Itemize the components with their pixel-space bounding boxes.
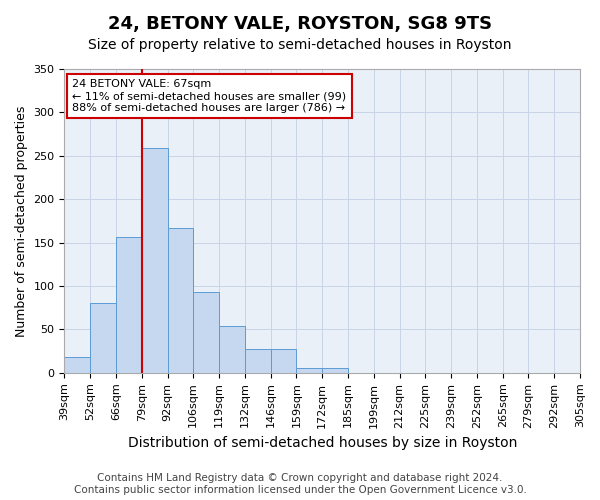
Bar [219, 326, 245, 373]
Text: Contains HM Land Registry data © Crown copyright and database right 2024.
Contai: Contains HM Land Registry data © Crown c… [74, 474, 526, 495]
Bar [142, 148, 167, 373]
Bar [322, 368, 348, 373]
X-axis label: Distribution of semi-detached houses by size in Royston: Distribution of semi-detached houses by … [128, 436, 517, 450]
Bar [90, 304, 116, 373]
Bar [271, 350, 296, 373]
Bar [245, 350, 271, 373]
Text: 24, BETONY VALE, ROYSTON, SG8 9TS: 24, BETONY VALE, ROYSTON, SG8 9TS [108, 15, 492, 33]
Bar [64, 357, 90, 373]
Bar [167, 228, 193, 373]
Text: Size of property relative to semi-detached houses in Royston: Size of property relative to semi-detach… [88, 38, 512, 52]
Text: 24 BETONY VALE: 67sqm
← 11% of semi-detached houses are smaller (99)
88% of semi: 24 BETONY VALE: 67sqm ← 11% of semi-deta… [72, 80, 346, 112]
Bar [296, 368, 322, 373]
Bar [193, 292, 219, 373]
Y-axis label: Number of semi-detached properties: Number of semi-detached properties [15, 105, 28, 336]
Bar [116, 236, 142, 373]
